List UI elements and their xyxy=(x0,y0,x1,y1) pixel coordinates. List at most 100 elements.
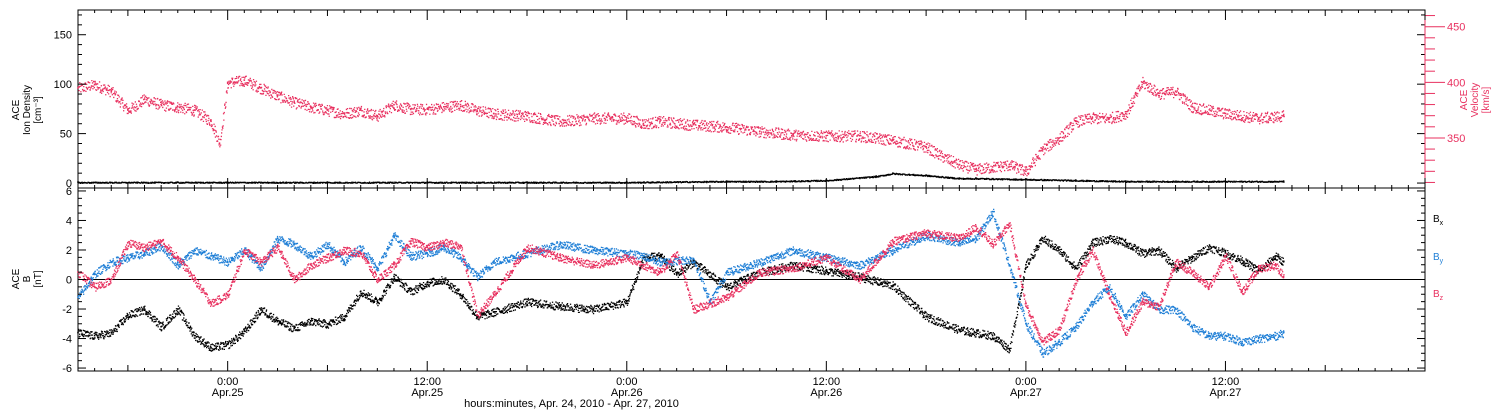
bz-series-point xyxy=(642,263,645,266)
bz-series-point xyxy=(1174,261,1177,263)
by-series-point xyxy=(1091,300,1094,303)
by-series-point xyxy=(958,241,961,244)
bx-series-point xyxy=(343,315,345,318)
velocity-series-point xyxy=(559,120,562,123)
velocity-series-point xyxy=(975,168,977,170)
top-left-tick-label: 100 xyxy=(54,79,72,91)
bx-series-point xyxy=(1075,266,1077,269)
bx-series-point xyxy=(1241,259,1243,262)
bottom-tick-label: -4 xyxy=(62,334,72,346)
velocity-series-point xyxy=(143,98,146,100)
density-axis-title-line: [cm⁻³] xyxy=(33,96,44,124)
bz-series-point xyxy=(426,246,428,248)
bottom-tick-label: -6 xyxy=(62,363,72,375)
bz-series-point xyxy=(1274,263,1277,266)
bz-series-point xyxy=(409,240,412,242)
by-series-point xyxy=(343,261,345,263)
bz-series-point xyxy=(459,244,462,247)
bz-series-point xyxy=(1141,300,1144,303)
velocity-series-point xyxy=(1282,114,1285,117)
x-tick-time-label: 12:00 xyxy=(813,376,841,388)
velocity-series-point xyxy=(210,120,212,123)
bx-series-point xyxy=(1282,261,1285,263)
bx-series-point xyxy=(975,331,977,334)
bz-series-point xyxy=(1241,290,1243,293)
top-right-tick-label: 350 xyxy=(1447,133,1465,145)
by-series-point xyxy=(892,249,894,251)
legend-by: By xyxy=(1433,252,1444,265)
velocity-series-point xyxy=(93,83,96,86)
bx-series-point xyxy=(376,300,379,303)
bx-series-points xyxy=(78,235,1285,354)
by-series-point xyxy=(692,258,695,260)
bx-series-point xyxy=(1025,263,1027,266)
bx-series-point xyxy=(592,308,595,310)
bz-series-point xyxy=(1008,222,1011,225)
velocity-series-point xyxy=(1257,117,1260,119)
by-series-point xyxy=(709,300,711,303)
velocity-series-point xyxy=(260,87,262,89)
bz-series-point xyxy=(1191,271,1193,273)
bx-series-point xyxy=(459,293,462,296)
bx-series-point xyxy=(409,290,412,293)
velocity-series-point xyxy=(991,166,994,168)
velocity-series-point xyxy=(459,103,462,106)
by-series-point xyxy=(77,296,79,298)
velocity-axis-title-line: [km/s] xyxy=(1481,86,1492,113)
bx-series-point xyxy=(626,300,628,303)
bx-series-point xyxy=(77,331,79,334)
bx-series-point xyxy=(1008,348,1011,350)
velocity-series-point xyxy=(1158,92,1160,95)
bz-series-point xyxy=(1224,255,1227,257)
velocity-series-point xyxy=(1008,163,1011,166)
bottom-tick-label: 0 xyxy=(66,275,72,287)
by-series-point xyxy=(492,261,495,263)
bz-series-point xyxy=(243,249,246,251)
bx-series-point xyxy=(1091,241,1094,244)
velocity-series xyxy=(77,75,1285,177)
by-series-point xyxy=(210,255,212,257)
bx-series-point xyxy=(160,325,162,328)
by-series-point xyxy=(725,271,728,273)
density-axis-title: ACE Ion Density [cm⁻³] xyxy=(11,85,44,135)
by-series-point xyxy=(110,261,113,263)
bz-series-point xyxy=(476,314,478,316)
velocity-series-point xyxy=(1091,117,1094,119)
series-layer xyxy=(77,75,1285,358)
by-series-point xyxy=(1174,308,1177,310)
density-series-points xyxy=(78,172,1285,184)
bx-series-point xyxy=(892,284,894,287)
labels-layer: 050100150350400450-6-4-202460:00Apr.2512… xyxy=(11,22,1492,410)
density-series-point xyxy=(1282,180,1285,182)
bz-series-point xyxy=(1025,305,1027,307)
bz-series-point xyxy=(492,293,495,296)
velocity-series-point xyxy=(293,101,295,104)
bz-series-point xyxy=(110,278,113,281)
velocity-series-point xyxy=(592,117,595,119)
velocity-series-point xyxy=(526,114,528,117)
by-series-point xyxy=(359,246,362,248)
b-axis-title-line: [nT] xyxy=(33,270,44,287)
bz-series-point xyxy=(825,256,828,259)
velocity-series-point xyxy=(659,120,661,123)
velocity-axis-title-line: Velocity xyxy=(1470,83,1481,117)
x-tick-time-label: 0:00 xyxy=(217,376,238,388)
density-series xyxy=(77,172,1285,184)
bz-series-point xyxy=(260,261,262,263)
bottom-tick-label: 2 xyxy=(66,245,72,257)
by-series-point xyxy=(1108,286,1110,288)
bz-series-point xyxy=(210,302,212,304)
density-series-point xyxy=(1075,179,1077,181)
velocity-series-point xyxy=(858,134,861,137)
by-series-point xyxy=(276,237,279,239)
bz-series-point xyxy=(226,293,229,296)
panel-frames xyxy=(77,9,1426,372)
x-tick-date-label: Apr.25 xyxy=(212,387,244,399)
bz-series-point xyxy=(293,278,295,281)
by-series-point xyxy=(858,263,861,266)
by-series-point xyxy=(226,261,229,263)
bx-series-point xyxy=(858,275,861,278)
bx-series-point xyxy=(792,263,794,266)
bx-series-point xyxy=(991,334,994,337)
